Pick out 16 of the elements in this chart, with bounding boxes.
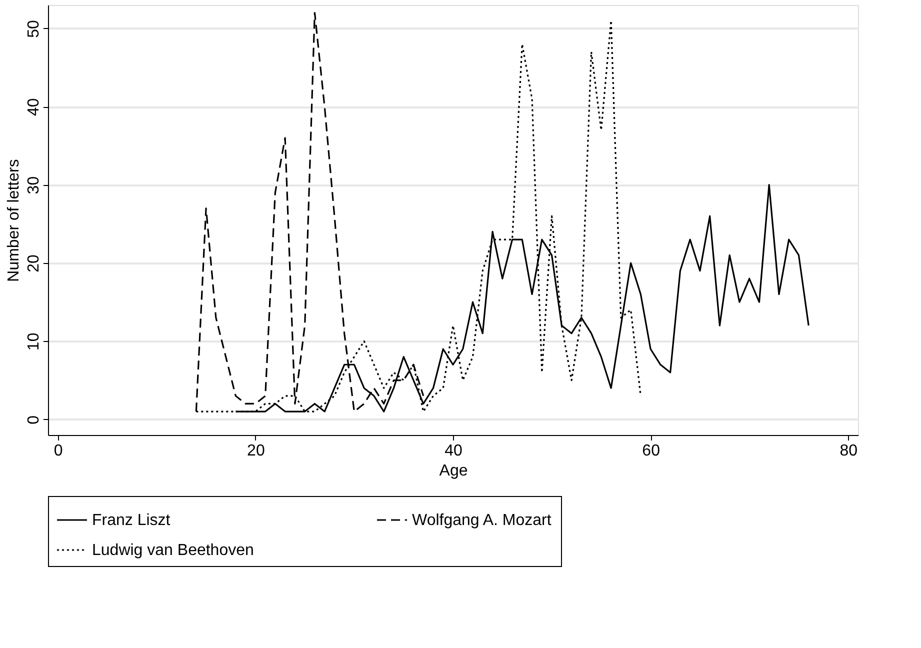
- y-tick-label: 10: [26, 332, 42, 351]
- legend-label: Franz Liszt: [92, 512, 171, 529]
- y-axis-title: Number of letters: [6, 159, 22, 282]
- x-tick-label: 0: [54, 442, 63, 460]
- y-tick-label: 40: [26, 98, 42, 116]
- x-tick-label: 20: [247, 442, 265, 460]
- legend-label: Wolfgang A. Mozart: [412, 512, 552, 529]
- x-axis-title: Age: [439, 462, 468, 480]
- x-tick-label: 60: [642, 442, 660, 460]
- x-tick-label: 40: [444, 442, 462, 460]
- x-tick-label: 80: [840, 442, 858, 460]
- y-tick-label: 30: [26, 176, 42, 194]
- y-tick-label: 50: [26, 20, 42, 38]
- y-tick-label: 0: [26, 415, 42, 424]
- y-tick-label: 20: [26, 254, 42, 272]
- legend-label: Ludwig van Beethoven: [92, 542, 254, 559]
